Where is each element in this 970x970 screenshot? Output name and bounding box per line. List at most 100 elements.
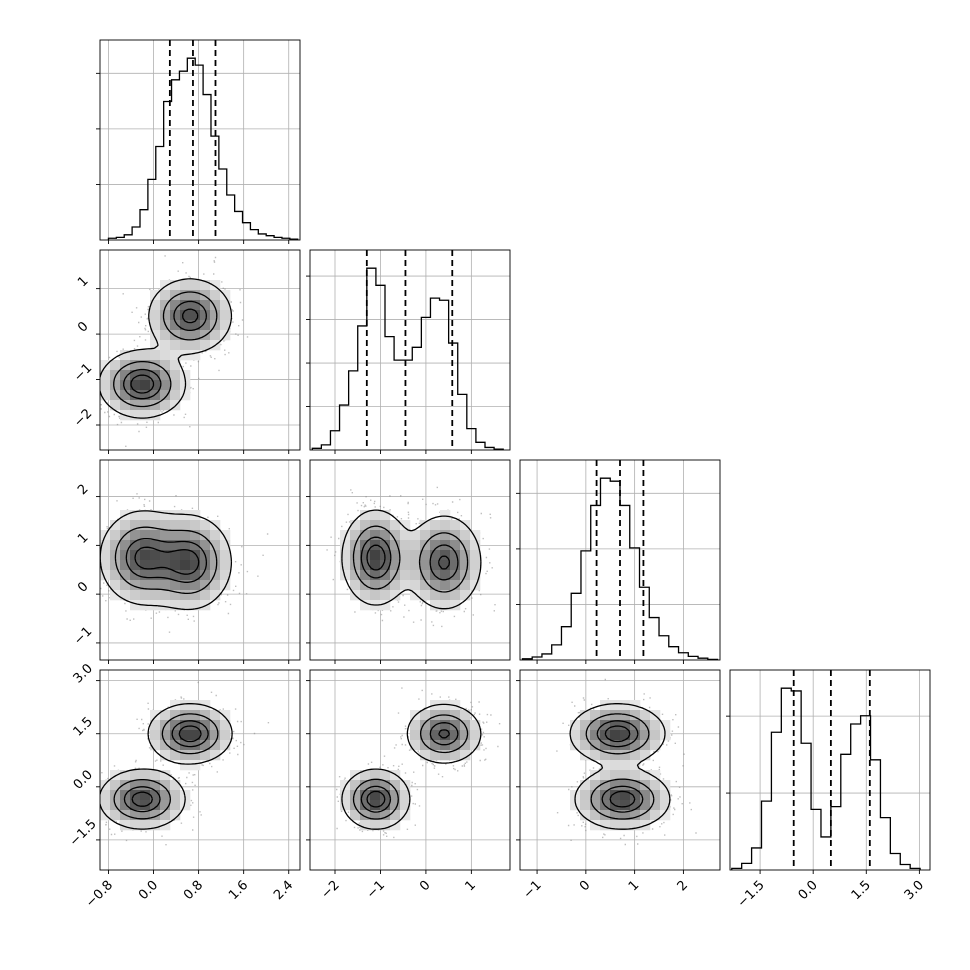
density-cell bbox=[130, 350, 141, 361]
density-cell bbox=[130, 810, 141, 821]
density-cell bbox=[190, 310, 201, 321]
density-cell bbox=[140, 800, 151, 811]
density-cell bbox=[200, 570, 211, 581]
density-cell bbox=[650, 720, 661, 731]
density-cell bbox=[630, 820, 641, 831]
density-cell bbox=[440, 570, 451, 581]
density-cell bbox=[400, 550, 411, 561]
density-cell bbox=[440, 550, 451, 561]
density-cell bbox=[210, 590, 221, 601]
panel-content bbox=[310, 460, 510, 660]
density-cell bbox=[350, 570, 361, 581]
density-cell bbox=[360, 810, 371, 821]
density-cell bbox=[190, 580, 201, 591]
density-cell bbox=[130, 580, 141, 591]
density-cell bbox=[130, 770, 141, 781]
density-cell bbox=[130, 540, 141, 551]
x-tick-label: −1 bbox=[364, 878, 388, 902]
density-cell bbox=[430, 520, 441, 531]
contour-line bbox=[352, 525, 469, 593]
density-cell bbox=[420, 730, 431, 741]
density-cell bbox=[150, 340, 161, 351]
density-cell bbox=[460, 730, 471, 741]
density-cell bbox=[110, 580, 121, 591]
density-cell bbox=[170, 320, 181, 331]
density-cell bbox=[360, 820, 371, 831]
density-cell bbox=[200, 300, 211, 311]
density-cell bbox=[170, 590, 181, 601]
density-cell bbox=[150, 310, 161, 321]
density-cell bbox=[360, 570, 371, 581]
density-cell bbox=[150, 770, 161, 781]
density-cell bbox=[160, 400, 171, 411]
contour-line bbox=[604, 725, 636, 808]
density-cell bbox=[130, 600, 141, 611]
density-cell bbox=[360, 510, 371, 521]
density-cell bbox=[200, 520, 211, 531]
density-cell bbox=[180, 340, 191, 351]
density-cell bbox=[650, 800, 661, 811]
density-cell bbox=[410, 590, 421, 601]
density-cell bbox=[160, 570, 171, 581]
density-cell bbox=[580, 780, 591, 791]
panel-content bbox=[100, 460, 300, 660]
density-cell bbox=[610, 740, 621, 751]
density-cell bbox=[360, 800, 371, 811]
density-cell bbox=[350, 580, 361, 591]
x-tick-label: 2.4 bbox=[271, 878, 296, 903]
contour-line bbox=[113, 291, 218, 408]
density-cell bbox=[160, 740, 171, 751]
density-cell bbox=[200, 720, 211, 731]
density-cell bbox=[190, 530, 201, 541]
density-cell bbox=[130, 560, 141, 571]
density-cell bbox=[110, 400, 121, 411]
density-cell bbox=[160, 280, 171, 291]
density-cell bbox=[660, 790, 671, 801]
panel-frame bbox=[99, 249, 301, 451]
density-cell bbox=[160, 710, 171, 721]
density-cell bbox=[180, 720, 191, 731]
panel-frame bbox=[309, 669, 511, 871]
density-cell bbox=[380, 540, 391, 551]
density-cell bbox=[610, 780, 621, 791]
density-cell bbox=[360, 550, 371, 561]
density-cell bbox=[640, 710, 651, 721]
density-cell bbox=[130, 390, 141, 401]
density-cell bbox=[180, 540, 191, 551]
density-cell bbox=[140, 570, 151, 581]
hist-panel-p0 bbox=[96, 39, 301, 244]
density-cell bbox=[180, 370, 191, 381]
density-cell bbox=[400, 560, 411, 571]
density-cell bbox=[180, 750, 191, 761]
density-cell bbox=[370, 770, 381, 781]
density-cell bbox=[140, 530, 151, 541]
density-cell bbox=[380, 810, 391, 821]
density-cell bbox=[120, 820, 131, 831]
density-cell bbox=[140, 380, 151, 391]
y-tick-label: 1.5 bbox=[71, 714, 96, 739]
density-cell bbox=[400, 580, 411, 591]
density-cell bbox=[190, 550, 201, 561]
density-cell bbox=[620, 750, 631, 761]
density-cell bbox=[150, 820, 161, 831]
density-cell bbox=[130, 370, 141, 381]
density-cell bbox=[580, 720, 591, 731]
density-cell bbox=[120, 770, 131, 781]
density-cell bbox=[140, 780, 151, 791]
density-cell bbox=[400, 520, 411, 531]
density-cell bbox=[190, 540, 201, 551]
density-cell bbox=[140, 540, 151, 551]
density-cell bbox=[580, 730, 591, 741]
density-cell bbox=[190, 730, 201, 741]
density-cell bbox=[610, 720, 621, 731]
density-cell bbox=[590, 820, 601, 831]
density-cell bbox=[460, 560, 471, 571]
density-cell bbox=[130, 590, 141, 601]
hist-panel-p1 bbox=[306, 249, 511, 454]
density-cell bbox=[170, 510, 181, 521]
density-cell bbox=[610, 760, 621, 771]
x-tick-label: 0.0 bbox=[796, 878, 821, 903]
density-cell bbox=[430, 560, 441, 571]
density-cell bbox=[180, 330, 191, 341]
density-cell bbox=[220, 300, 231, 311]
